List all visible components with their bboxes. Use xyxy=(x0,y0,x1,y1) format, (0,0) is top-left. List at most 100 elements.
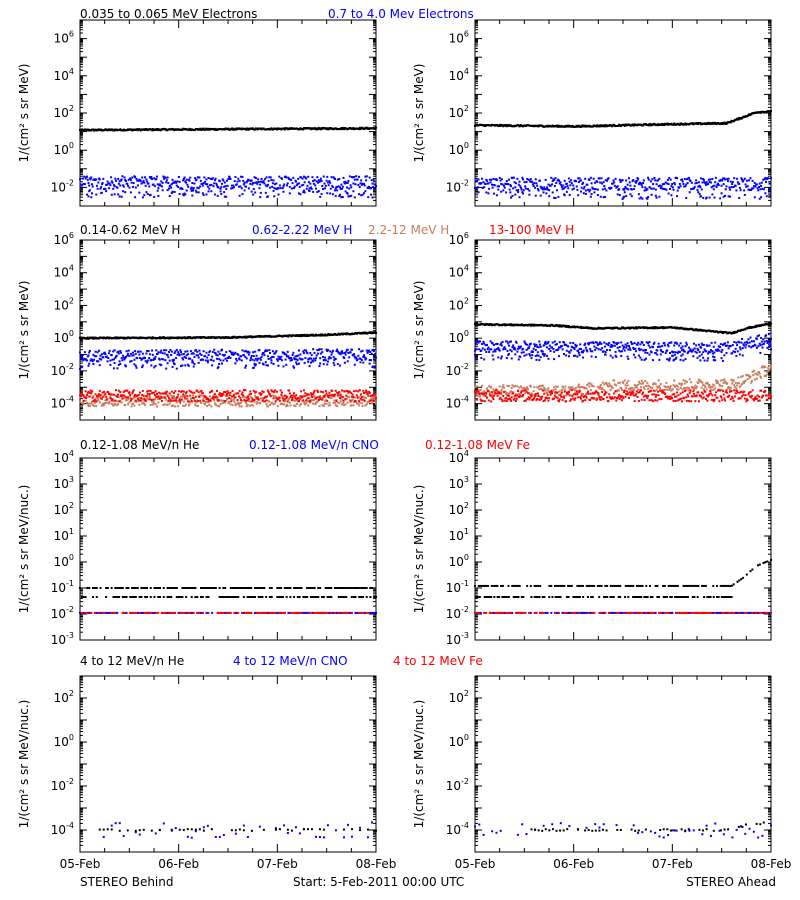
data-point xyxy=(628,327,631,330)
data-point xyxy=(320,348,323,351)
data-point xyxy=(106,360,109,363)
data-point xyxy=(230,351,233,354)
data-point xyxy=(343,390,346,393)
data-point xyxy=(692,187,695,190)
data-point xyxy=(295,361,298,364)
data-point xyxy=(220,348,223,351)
data-point xyxy=(341,187,344,190)
data-point xyxy=(746,185,749,188)
data-point xyxy=(146,397,149,400)
data-point xyxy=(143,181,146,184)
data-point xyxy=(169,184,172,187)
data-point xyxy=(503,186,506,189)
data-point xyxy=(577,177,580,180)
data-point xyxy=(727,177,730,180)
data-point xyxy=(108,392,111,395)
data-point xyxy=(673,181,676,184)
data-point xyxy=(104,399,107,402)
data-point xyxy=(364,190,367,193)
data-point xyxy=(594,181,597,184)
data-point xyxy=(354,400,357,403)
data-point xyxy=(110,393,113,396)
data-point xyxy=(220,392,223,395)
data-point xyxy=(83,351,86,354)
data-point xyxy=(293,358,296,361)
data-point xyxy=(646,188,649,191)
data-point xyxy=(223,181,226,184)
data-point xyxy=(715,186,718,189)
data-point xyxy=(255,402,258,405)
data-point xyxy=(283,128,286,131)
data-point xyxy=(282,365,285,368)
data-point xyxy=(357,390,360,393)
data-point xyxy=(300,335,303,338)
data-point xyxy=(683,178,686,181)
data-point xyxy=(142,394,145,397)
data-point xyxy=(768,182,771,185)
data-point xyxy=(342,126,345,129)
data-point xyxy=(322,175,325,178)
data-point xyxy=(182,390,185,393)
data-point xyxy=(97,395,100,398)
data-point xyxy=(299,193,302,196)
data-point xyxy=(139,399,142,402)
data-point xyxy=(582,192,585,195)
data-point xyxy=(191,391,194,394)
data-point xyxy=(702,177,705,180)
data-point xyxy=(139,357,142,360)
data-point xyxy=(314,397,317,400)
data-point xyxy=(201,182,204,185)
data-point xyxy=(154,403,157,406)
data-point xyxy=(348,390,351,393)
data-point xyxy=(100,404,103,407)
data-point xyxy=(757,185,760,188)
data-point xyxy=(592,177,595,180)
data-point xyxy=(122,190,125,193)
data-point xyxy=(751,179,754,182)
data-point xyxy=(103,351,106,354)
data-point xyxy=(502,184,505,187)
data-point xyxy=(292,176,295,179)
data-point xyxy=(245,364,248,367)
data-point xyxy=(206,183,209,186)
data-point xyxy=(226,390,229,393)
data-point xyxy=(359,397,362,400)
data-point xyxy=(247,399,250,402)
data-point xyxy=(117,182,120,185)
data-point xyxy=(229,403,232,406)
data-point xyxy=(578,177,581,180)
data-point xyxy=(127,184,130,187)
data-point xyxy=(350,399,353,402)
data-point xyxy=(280,393,283,396)
data-point xyxy=(178,180,181,183)
y-tick-label: 106 xyxy=(54,231,74,247)
data-point xyxy=(186,395,189,398)
data-point xyxy=(220,394,223,397)
data-point xyxy=(237,392,240,395)
data-point xyxy=(133,363,136,366)
y-tick-label: 10-2 xyxy=(446,178,469,194)
data-point xyxy=(252,351,255,354)
data-point xyxy=(190,189,193,192)
data-point xyxy=(558,179,561,182)
data-point xyxy=(545,188,548,191)
data-point xyxy=(670,194,673,197)
data-point xyxy=(273,394,276,397)
data-point xyxy=(266,195,269,198)
data-point xyxy=(334,358,337,361)
data-point xyxy=(637,183,640,186)
data-point xyxy=(310,187,313,190)
data-point xyxy=(129,177,132,180)
data-point xyxy=(317,179,320,182)
data-point xyxy=(360,402,363,405)
data-point xyxy=(314,184,317,187)
data-point xyxy=(606,179,609,182)
data-point xyxy=(477,191,480,194)
data-point xyxy=(245,350,248,353)
data-point xyxy=(211,177,214,180)
data-point xyxy=(182,178,185,181)
data-point xyxy=(731,183,734,186)
data-point xyxy=(531,180,534,183)
data-point xyxy=(119,184,122,187)
data-point xyxy=(237,353,240,356)
